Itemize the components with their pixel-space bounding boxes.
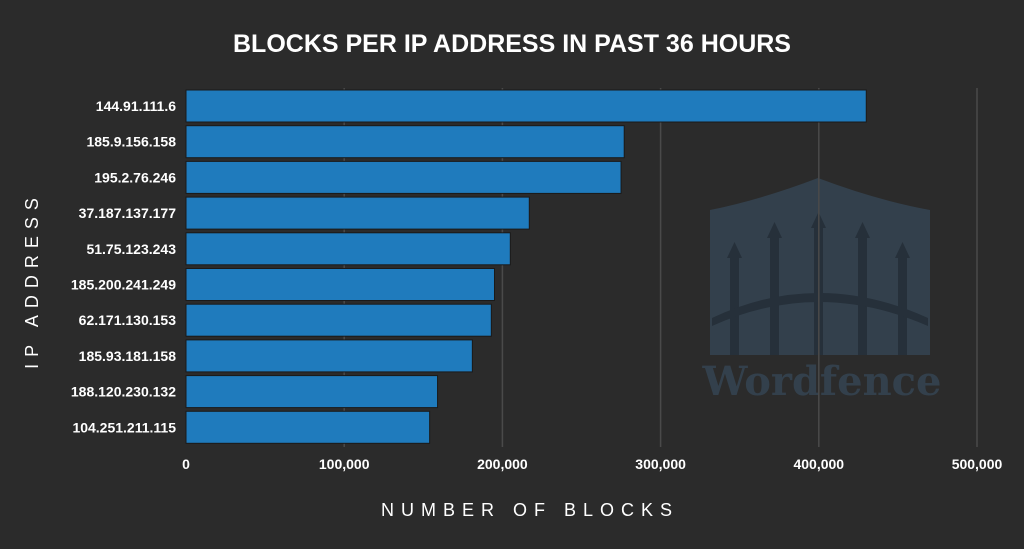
x-tick-label: 300,000 <box>635 456 686 472</box>
y-tick-label: 62.171.130.153 <box>79 312 177 328</box>
y-tick-label: 188.120.230.132 <box>71 384 176 400</box>
y-tick-label: 185.200.241.249 <box>71 277 176 293</box>
y-tick-label: 185.93.181.158 <box>79 348 177 364</box>
y-axis-label: IP ADDRESS <box>22 191 42 369</box>
bar <box>185 125 625 159</box>
y-tick-label: 185.9.156.158 <box>86 134 176 150</box>
x-axis-label: NUMBER OF BLOCKS <box>381 500 679 520</box>
y-tick-label: 144.91.111.6 <box>96 98 176 114</box>
x-tick-label: 400,000 <box>793 456 844 472</box>
x-tick-label: 500,000 <box>952 456 1003 472</box>
bar <box>185 303 492 337</box>
bar <box>185 160 622 194</box>
bars <box>185 89 867 444</box>
bar <box>185 268 495 301</box>
x-tick-label: 100,000 <box>319 456 370 472</box>
bar <box>185 232 511 266</box>
watermark-text: Wordfence <box>702 358 942 405</box>
x-tick-label: 0 <box>182 456 190 472</box>
y-tick-label: 104.251.211.115 <box>72 419 176 435</box>
y-tick-label: 37.187.137.177 <box>79 205 177 221</box>
bar <box>185 196 530 230</box>
bar <box>185 339 473 373</box>
bar <box>185 89 867 123</box>
x-tick-labels: 0 100,000 200,000 300,000 400,000 500,000 <box>182 456 1002 472</box>
bar <box>185 375 439 409</box>
wordfence-watermark-logo: Wordfence <box>702 178 942 405</box>
x-tick-label: 200,000 <box>477 456 528 472</box>
y-tick-label: 195.2.76.246 <box>94 169 176 185</box>
y-tick-label: 51.75.123.243 <box>86 241 176 257</box>
bar <box>185 410 431 444</box>
y-tick-labels: 144.91.111.6 185.9.156.158 195.2.76.246 37.… <box>71 98 176 435</box>
chart-title: BLOCKS PER IP ADDRESS IN PAST 36 HOURS <box>233 30 791 58</box>
